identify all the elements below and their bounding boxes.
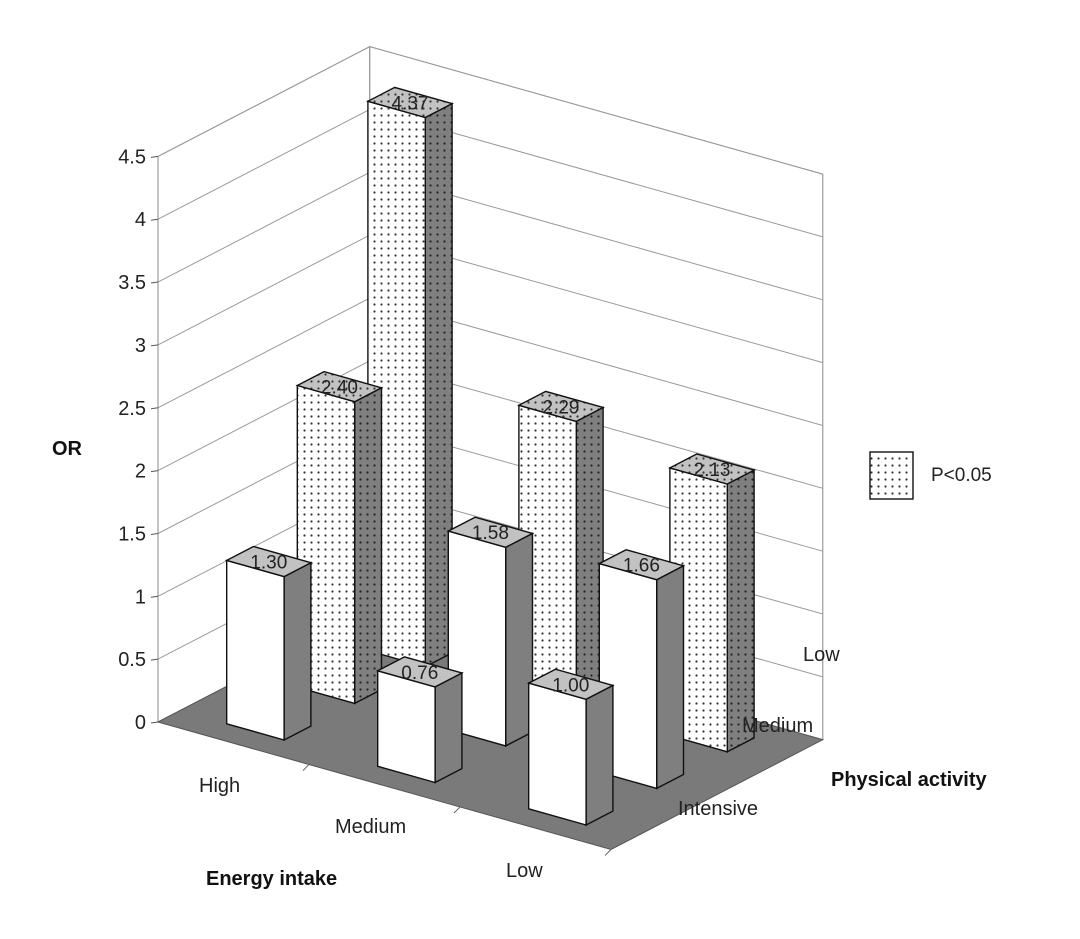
- y-tick-label: 2: [135, 461, 146, 483]
- bar-value-label: 4.37: [392, 93, 429, 114]
- x-tick-mark: [302, 764, 310, 771]
- y-tick-mark: [150, 595, 159, 598]
- bar: 1.58: [446, 516, 535, 748]
- energy-intake-label: High: [199, 775, 240, 797]
- bar-value-label: 1.66: [623, 556, 660, 577]
- bar-value-label: 0.76: [401, 663, 438, 684]
- gridline: [157, 46, 823, 175]
- bar-top-face: [366, 86, 454, 119]
- physical-activity-label: Low: [803, 644, 840, 666]
- legend-swatch: [869, 451, 914, 500]
- bar-top-face: [295, 370, 384, 403]
- bar-value-label: 2.40: [321, 378, 358, 399]
- energy-intake-label: Medium: [335, 816, 406, 838]
- y-tick-mark: [150, 344, 159, 347]
- y-tick-mark: [150, 407, 159, 410]
- bar-top-face: [375, 656, 464, 688]
- bar-top-face: [526, 668, 615, 701]
- bar-value-label: 1.30: [250, 553, 287, 574]
- bar-value-label: 2.29: [543, 397, 580, 418]
- bar-front-face: [528, 682, 587, 826]
- bar: 1.66: [597, 548, 686, 790]
- y-tick-label: 1: [135, 586, 146, 608]
- y-tick-label: 2.5: [118, 398, 146, 420]
- bar-value-label: 1.00: [552, 675, 589, 696]
- x-axis-title: Energy intake: [206, 868, 337, 890]
- y-tick-label: 0: [135, 712, 146, 734]
- bar-value-label: 2.13: [694, 460, 731, 481]
- bar-top-face: [517, 390, 605, 423]
- bar: 2.13: [668, 453, 756, 753]
- bar: 1.30: [224, 545, 313, 742]
- bar-side-face: [726, 468, 755, 753]
- chart-bars: 4.37 2.29 2.13 2.40 1.58 1.66 1.30 0.76 1.00: [224, 86, 756, 827]
- y-axis-title: OR: [52, 438, 83, 460]
- bar: 1.00: [526, 668, 615, 827]
- legend-label: P<0.05: [931, 465, 992, 486]
- bar-side-face: [434, 671, 463, 784]
- y-tick-label: 0.5: [118, 649, 146, 671]
- bar-side-face: [283, 561, 312, 742]
- y-tick-label: 3.5: [118, 272, 146, 294]
- bar-side-face: [585, 684, 614, 827]
- y-tick-mark: [150, 721, 159, 724]
- bar-top-face: [224, 545, 313, 578]
- physical-activity-label: Intensive: [678, 798, 758, 820]
- bar-value-label: 1.58: [472, 523, 509, 544]
- y-tick-mark: [150, 658, 159, 661]
- y-tick-mark: [150, 470, 159, 473]
- bar: 0.76: [375, 656, 464, 784]
- y-tick-mark: [150, 281, 159, 284]
- bar-top-face: [668, 453, 756, 485]
- chart-axes: 0 0.5 1 1.5 2 2.5 3 3.5 4 4.5 OR High Medium Low Energ…: [52, 146, 988, 890]
- x-tick-mark: [453, 806, 461, 814]
- bar-side-face: [656, 564, 685, 790]
- bar-top-face: [597, 548, 686, 581]
- z-axis-title: Physical activity: [831, 769, 988, 791]
- y-tick-label: 1.5: [118, 523, 146, 545]
- chart-legend: P<0.05: [869, 451, 992, 500]
- y-tick-label: 3: [135, 335, 146, 357]
- y-tick-mark: [150, 218, 159, 221]
- bar-top-face: [446, 516, 535, 549]
- y-tick-label: 4.5: [118, 146, 146, 168]
- bar: 2.40: [295, 370, 384, 705]
- y-tick-mark: [150, 155, 159, 158]
- bar: 4.37: [366, 86, 454, 668]
- bar-front-face: [377, 669, 436, 784]
- x-tick-mark: [604, 849, 612, 856]
- bar: 2.29: [517, 390, 605, 711]
- physical-activity-label: Medium: [742, 715, 813, 737]
- bar-front-face: [225, 559, 285, 741]
- energy-intake-label: Low: [506, 860, 543, 882]
- y-tick-mark: [150, 532, 159, 535]
- y-tick-label: 4: [135, 209, 146, 231]
- bar-side-face: [354, 386, 383, 705]
